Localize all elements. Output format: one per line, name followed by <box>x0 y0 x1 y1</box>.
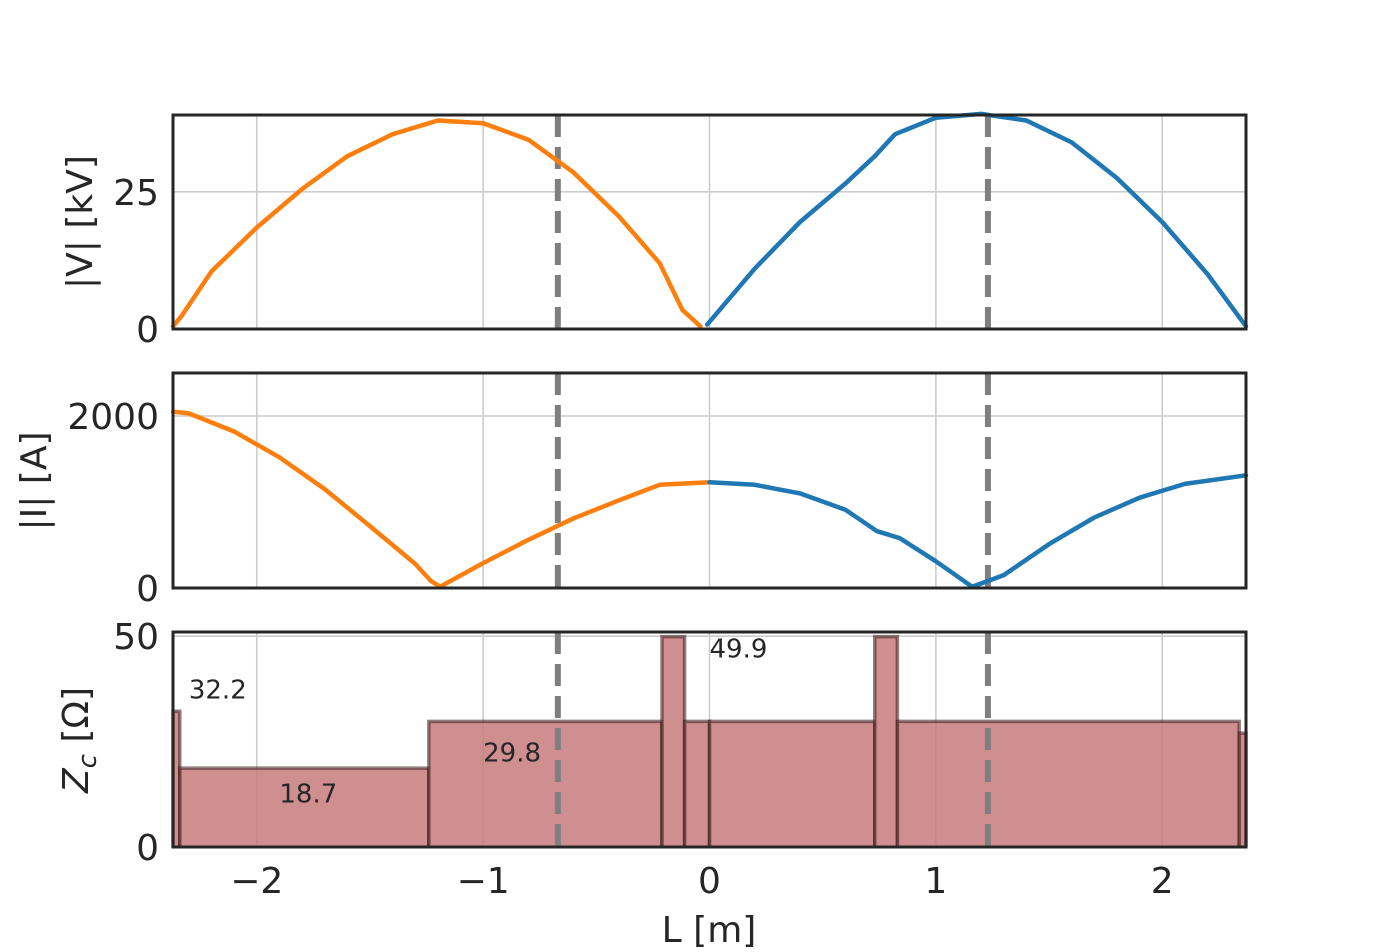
voltage-y-axis-label: |V| [kV] <box>60 155 101 289</box>
y-tick-label: 50 <box>113 617 159 658</box>
impedance-bar <box>684 721 710 847</box>
value-annotation: 49.9 <box>710 635 768 665</box>
value-annotation: 32.2 <box>189 676 247 706</box>
voltage-panel: 0 25 |V| [kV] <box>60 111 1249 351</box>
impedance-plot-frame <box>171 630 1248 849</box>
value-annotation: 29.8 <box>483 738 541 768</box>
impedance-bar <box>428 721 662 847</box>
impedance-bar <box>897 721 1240 847</box>
impedance-panel: 32.2 18.7 29.8 49.9 0 50 −2 −1 0 1 2 Zc [Ω] L [m… <box>56 617 1248 951</box>
x-axis-label: L [m] <box>662 910 757 951</box>
impedance-bar <box>709 721 875 847</box>
impedance-annotations: 32.2 18.7 29.8 49.9 <box>189 635 768 810</box>
impedance-x-ticks: −2 −1 0 1 2 <box>230 861 1173 902</box>
impedance-bar <box>874 636 898 847</box>
impedance-y-axis-label: Zc [Ω] <box>56 687 103 794</box>
voltage-y-ticks: 0 25 <box>113 173 159 351</box>
x-tick-label: −2 <box>230 861 283 902</box>
current-dashed-markers <box>554 373 991 588</box>
voltage-dashed-markers <box>554 115 991 329</box>
series-line <box>704 111 1249 329</box>
x-tick-label: −1 <box>457 861 510 902</box>
y-tick-label: 2000 <box>67 397 159 438</box>
impedance-bars <box>171 634 1248 847</box>
voltage-grid <box>173 115 1246 330</box>
series-line <box>170 409 712 589</box>
impedance-bar <box>1239 733 1246 847</box>
impedance-dashed-markers <box>554 632 991 847</box>
y-tick-label: 0 <box>136 569 159 610</box>
x-tick-label: 1 <box>924 861 947 902</box>
impedance-y-ticks: 0 50 <box>113 617 159 869</box>
y-tick-label: 0 <box>136 310 159 351</box>
series-line <box>170 118 703 329</box>
current-y-ticks: 0 2000 <box>67 397 159 610</box>
impedance-bar <box>173 711 180 847</box>
y-tick-label: 0 <box>136 828 159 869</box>
current-panel: 0 2000 |I| [A] <box>14 371 1249 610</box>
current-plot-frame <box>171 371 1248 590</box>
y-tick-label: 25 <box>113 173 159 214</box>
value-annotation: 18.7 <box>279 779 337 809</box>
series-line <box>707 473 1249 589</box>
impedance-bar <box>661 636 685 847</box>
current-lines <box>170 409 1249 589</box>
x-tick-label: 0 <box>698 861 721 902</box>
current-y-axis-label: |I| [A] <box>14 431 55 530</box>
voltage-plot-frame <box>171 113 1248 331</box>
impedance-bar <box>179 768 429 847</box>
x-tick-label: 2 <box>1151 861 1174 902</box>
